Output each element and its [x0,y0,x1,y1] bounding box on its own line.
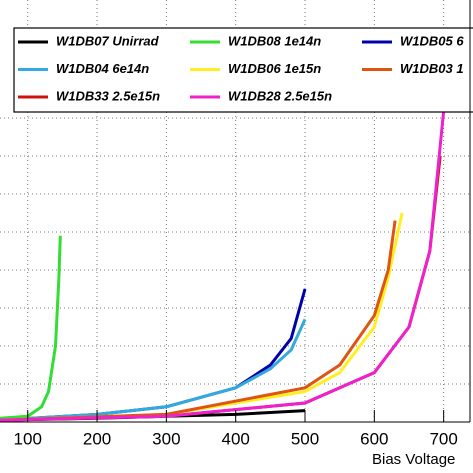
series-line [0,110,446,422]
series-line [0,235,62,420]
legend-label: W1DB06 1e15n [228,61,321,76]
x-tick-label: 500 [291,429,319,448]
series-line [0,318,307,422]
x-tick-label: 400 [222,429,250,448]
legend-label: W1DB33 2.5e15n [56,88,160,103]
plot-lines [0,110,446,422]
legend-label: W1DB07 Unirrad [56,33,160,48]
legend-label: W1DB04 6e14n [56,61,149,76]
axes: 100 200 300 400 500 600 700 [0,0,471,448]
x-tick-label: 300 [152,429,180,448]
legend-label: W1DB08 1e14n [228,33,321,48]
legend: W1DB07 Unirrad W1DB08 1e14n W1DB05 6 W1DB04… [13,27,473,113]
x-tick-label: 700 [429,429,457,448]
x-tick-label: 200 [83,429,111,448]
x-tick-label: 600 [360,429,388,448]
x-tick-label: 100 [14,429,42,448]
x-axis-label: Bias Voltage [372,451,455,468]
legend-label: W1DB28 2.5e15n [228,88,332,103]
legend-box [13,27,473,113]
legend-label: W1DB03 1 [400,61,464,76]
legend-label: W1DB05 6 [400,33,464,48]
